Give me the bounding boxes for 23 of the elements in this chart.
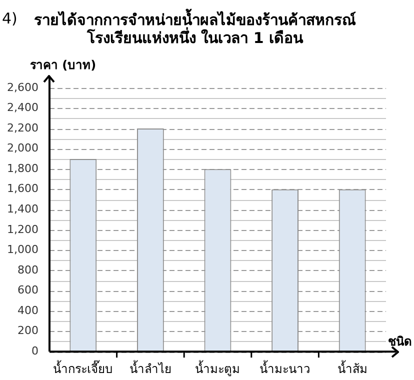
y-tick-label: 400 (17, 304, 38, 317)
y-tick-label: 2,200 (6, 121, 38, 134)
y-tick-label: 200 (17, 324, 38, 338)
x-tick-label: น้ำส้ม (337, 360, 368, 376)
y-tick-label: 1,200 (6, 222, 38, 236)
y-tick-label: 600 (17, 284, 38, 297)
y-tick-label: 0 (31, 344, 38, 358)
text: 4) (2, 9, 18, 28)
y-tick-label: 1,000 (6, 243, 38, 256)
x-tick-label: น้ำลำไย (129, 360, 172, 376)
y-tick-label: 800 (17, 263, 38, 276)
x-axis-title: ชนิด (388, 334, 412, 349)
x-tick-label: น้ำมะตูม (195, 360, 240, 377)
y-tick-label: 2,400 (6, 101, 38, 114)
y-axis-title: ราคา (บาท) (30, 58, 96, 72)
chart-title: รายได้จากการจำหน่ายน้ำผลไม้ของร้านค้าสหกรณ์ โรงเรียนแห่งหนึ่ง ในเวลา 1 เดือน (34, 8, 356, 47)
y-tick-label: 1,800 (6, 162, 38, 175)
y-tick-label: 1,400 (6, 202, 38, 216)
x-tick-label: น้ำกระเจี๊ยบ (53, 360, 114, 376)
x-tick-label: น้ำมะนาว (260, 360, 311, 376)
y-tick-label: 2,000 (6, 142, 38, 155)
y-tick-label: 1,600 (6, 182, 38, 196)
y-tick-label: 2,600 (6, 80, 38, 94)
